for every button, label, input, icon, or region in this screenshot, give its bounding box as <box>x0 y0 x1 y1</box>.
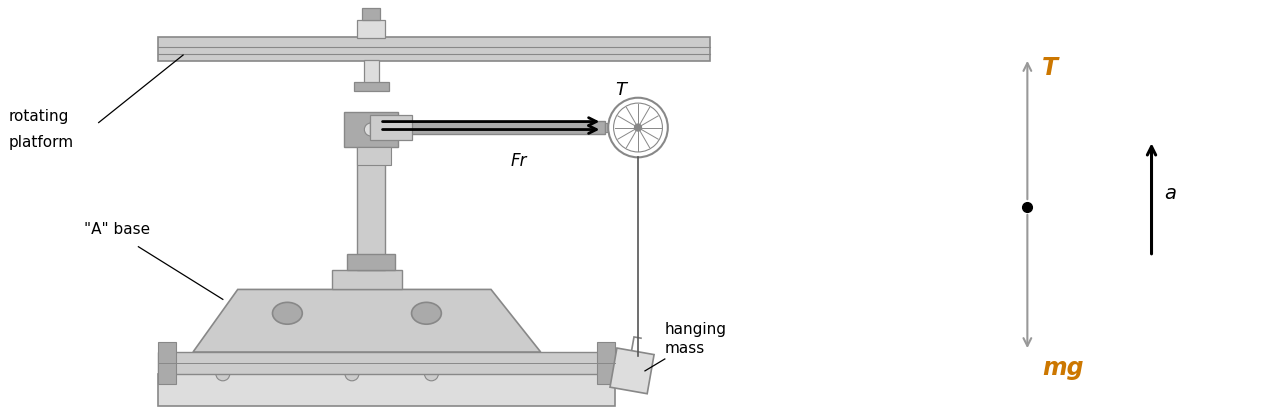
Circle shape <box>424 367 438 381</box>
Text: rotating: rotating <box>8 109 69 124</box>
Ellipse shape <box>412 302 441 324</box>
Circle shape <box>634 124 642 131</box>
Bar <box>158 352 615 374</box>
Polygon shape <box>193 290 541 352</box>
Circle shape <box>216 367 230 381</box>
Bar <box>369 115 412 140</box>
Bar <box>354 82 389 91</box>
Bar <box>364 60 378 84</box>
Bar <box>158 37 709 61</box>
Text: a: a <box>1164 184 1177 203</box>
Text: platform: platform <box>8 136 73 150</box>
Bar <box>158 342 176 384</box>
Bar <box>158 374 615 406</box>
Bar <box>357 20 385 38</box>
Text: Fr: Fr <box>511 152 528 171</box>
Text: hanging
mass: hanging mass <box>665 322 727 356</box>
Bar <box>344 112 397 147</box>
Bar <box>357 116 385 269</box>
Circle shape <box>364 123 377 136</box>
Bar <box>362 8 380 20</box>
Circle shape <box>345 367 359 381</box>
Bar <box>606 122 640 133</box>
Bar <box>369 121 606 134</box>
Bar <box>332 269 401 290</box>
Text: mg: mg <box>1043 356 1084 380</box>
Text: "A" base: "A" base <box>84 222 150 237</box>
Bar <box>357 147 391 165</box>
Ellipse shape <box>272 302 303 324</box>
Polygon shape <box>610 348 654 394</box>
Bar <box>348 254 395 269</box>
Text: T: T <box>615 81 626 99</box>
Text: T: T <box>1043 56 1058 80</box>
Circle shape <box>608 98 668 157</box>
Bar <box>597 342 615 384</box>
